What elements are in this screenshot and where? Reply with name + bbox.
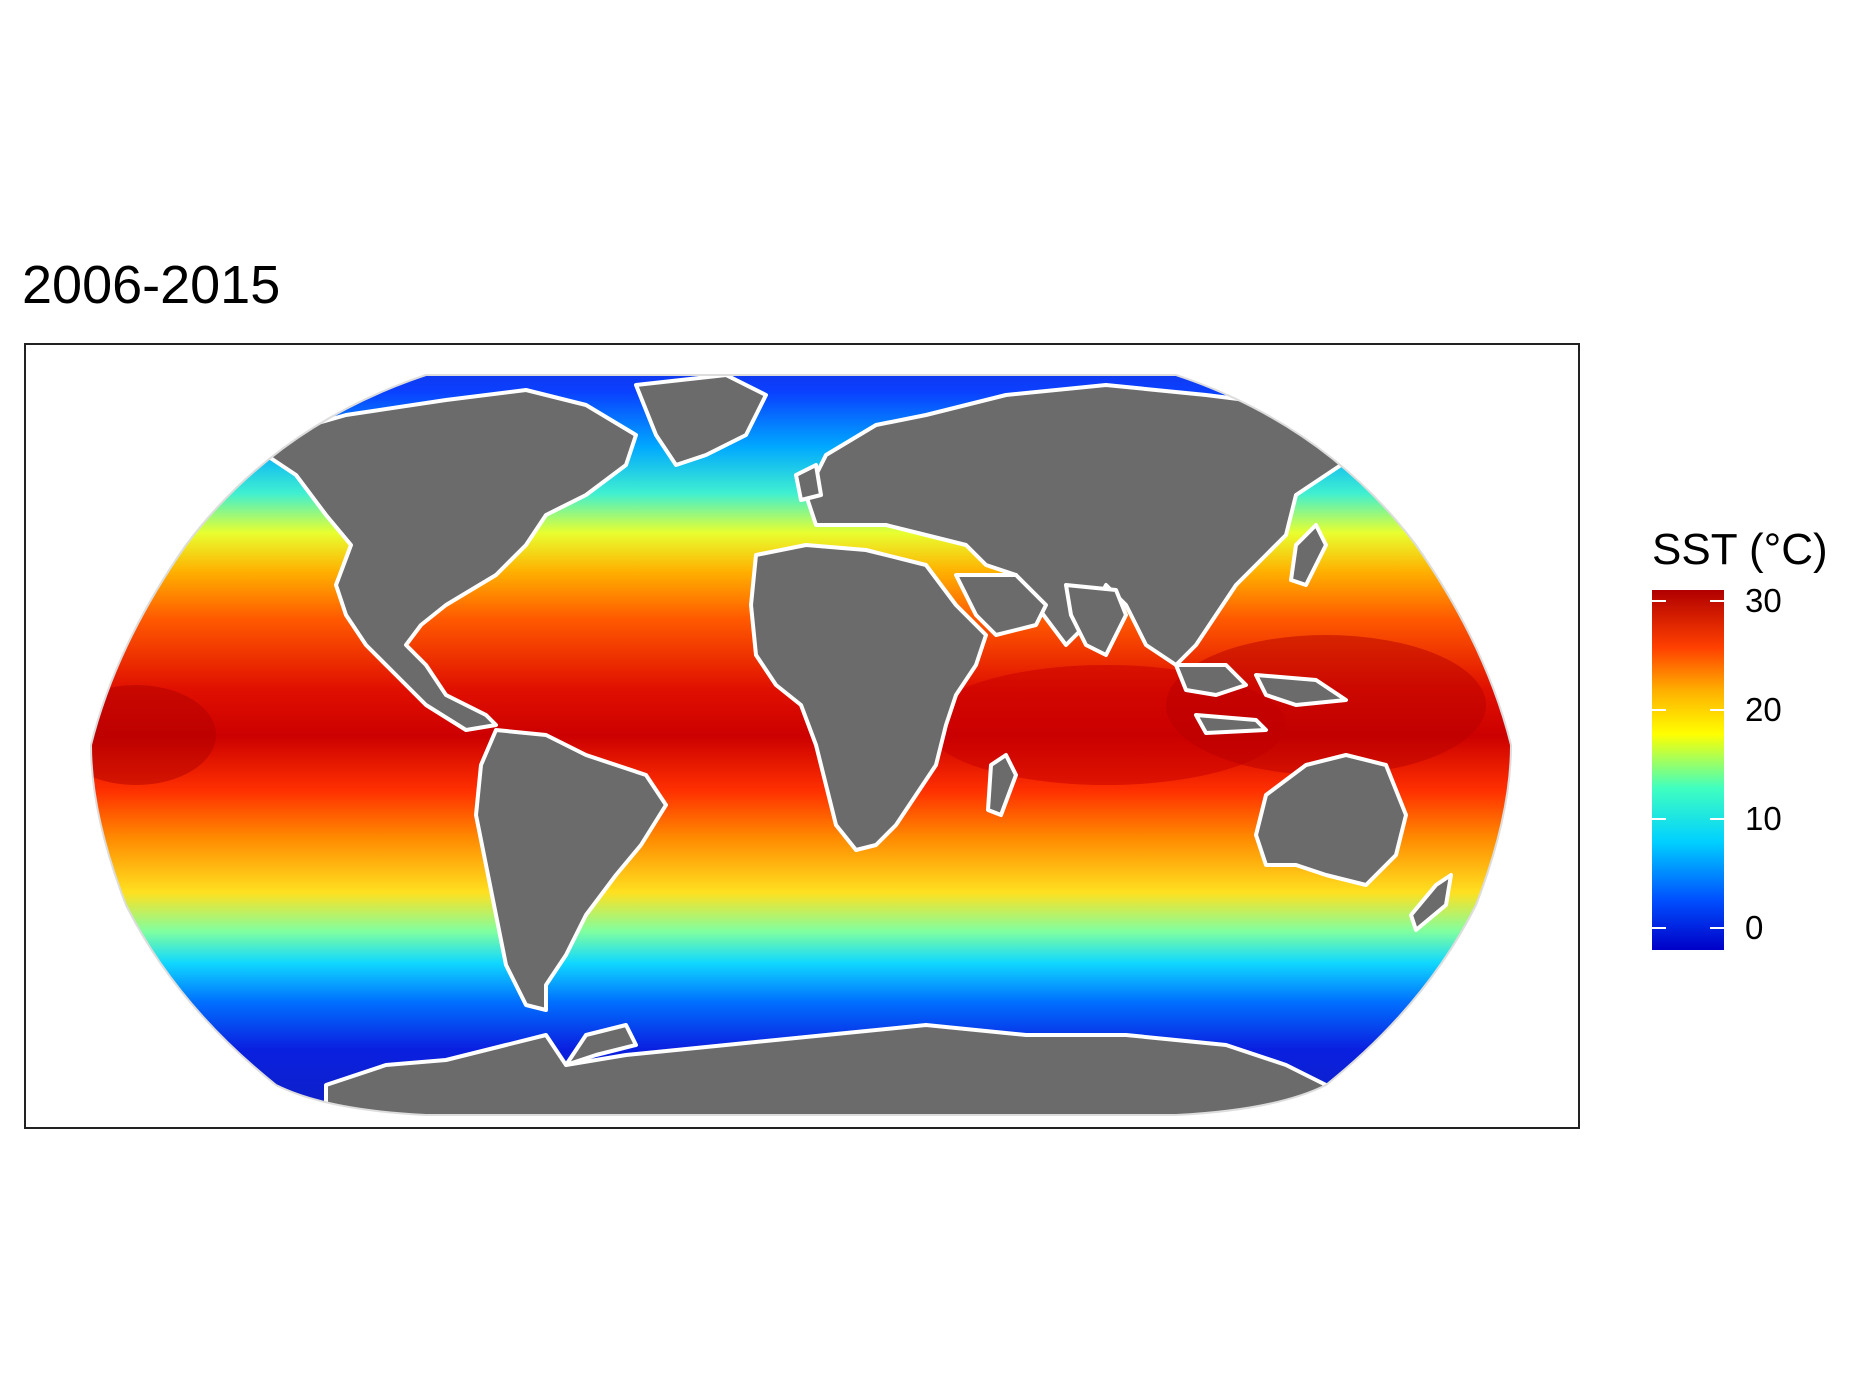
legend-tick-label: 10 [1745,800,1782,838]
legend-title: SST (°C) [1652,525,1828,574]
legend-tick-mark [1710,709,1724,711]
legend-tick-mark [1710,599,1724,602]
legend-tick-mark [1652,818,1666,821]
land-masses [264,375,1453,1115]
map-title: 2006-2015 [22,255,281,315]
map-panel [24,343,1580,1129]
legend-tick-mark [1652,927,1666,930]
legend-tick-mark [1710,818,1724,821]
legend-tick-label: 30 [1745,581,1782,619]
globe-outline [89,374,1513,1116]
legend-colorbar [1652,590,1724,950]
legend-tick-mark [1652,709,1666,711]
legend-tick-label: 20 [1745,691,1782,728]
legend-tick-mark [1710,927,1724,930]
legend-tick-mark [1652,599,1666,602]
legend-tick-label: 0 [1745,909,1764,947]
world-map [89,374,1513,1116]
